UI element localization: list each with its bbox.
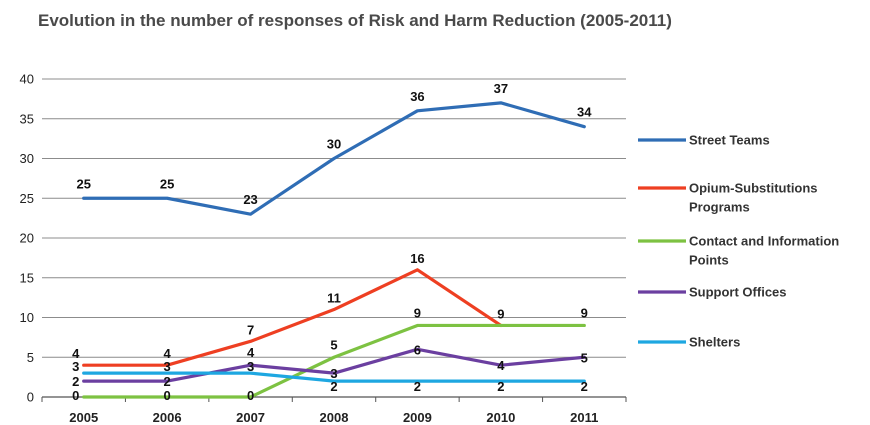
y-tick-label: 5 (27, 350, 34, 365)
grid-layer (42, 78, 626, 358)
data-label: 9 (414, 305, 421, 320)
data-label: 9 (581, 305, 588, 320)
data-label: 34 (577, 105, 592, 120)
data-label: 0 (247, 388, 254, 403)
data-label: 2 (164, 374, 171, 389)
x-tick-label: 2008 (320, 410, 349, 425)
legend-label: Shelters (689, 335, 740, 350)
data-label: 4 (497, 358, 505, 373)
legend-label: Points (689, 253, 729, 268)
data-label: 30 (327, 137, 341, 152)
data-label: 25 (76, 176, 90, 191)
data-label: 3 (72, 359, 79, 374)
x-tick-label: 2005 (69, 410, 98, 425)
data-label: 11 (327, 291, 341, 306)
y-tick-label: 40 (20, 72, 34, 87)
legend-label: Contact and Information (689, 234, 839, 249)
data-label: 4 (164, 346, 172, 361)
y-tick-label: 25 (20, 191, 34, 206)
y-tick-label: 20 (20, 231, 34, 246)
y-tick-label: 0 (27, 390, 34, 405)
data-label: 16 (410, 251, 424, 266)
y-tick-label: 15 (20, 270, 34, 285)
y-tick-label: 35 (20, 111, 34, 126)
data-label: 9 (497, 306, 504, 321)
data-label: 3 (330, 366, 337, 381)
data-label: 2 (497, 379, 504, 394)
data-label: 36 (410, 89, 424, 104)
data-label: 2 (72, 374, 79, 389)
series-line (82, 347, 586, 383)
data-label: 0 (164, 388, 171, 403)
legend-label: Street Teams (689, 133, 770, 148)
legend: Street Teams Opium-Substitutions Programs C… (638, 133, 839, 350)
series-line (82, 371, 586, 383)
data-label: 4 (247, 345, 255, 360)
data-label: 5 (581, 350, 588, 365)
data-label: 0 (72, 388, 79, 403)
data-label: 6 (414, 342, 421, 357)
data-label: 3 (164, 359, 171, 374)
chart-title: Evolution in the number of responses of … (38, 11, 672, 30)
series-line (82, 323, 586, 399)
y-tick-label: 30 (20, 151, 34, 166)
data-label: 25 (160, 176, 174, 191)
data-label: 5 (330, 337, 337, 352)
x-tick-label: 2006 (153, 410, 182, 425)
data-label: 2 (414, 379, 421, 394)
y-tick-label: 10 (20, 310, 34, 325)
legend-label: Programs (689, 200, 750, 215)
data-label: 3 (247, 359, 254, 374)
x-tick-label: 2011 (570, 410, 598, 425)
x-tick-label: 2010 (486, 410, 515, 425)
series-line (82, 101, 586, 216)
data-label: 2 (330, 379, 337, 394)
data-label: 37 (494, 81, 508, 96)
data-label: 23 (243, 192, 257, 207)
data-label: 2 (581, 379, 588, 394)
data-label: 7 (247, 322, 254, 337)
legend-label: Opium-Substitutions (689, 181, 818, 196)
legend-label: Support Offices (689, 285, 787, 300)
series-layer (82, 101, 586, 399)
data-label: 4 (72, 346, 80, 361)
x-tick-label: 2009 (403, 410, 432, 425)
series-line (82, 268, 503, 367)
x-tick-label: 2007 (236, 410, 265, 425)
